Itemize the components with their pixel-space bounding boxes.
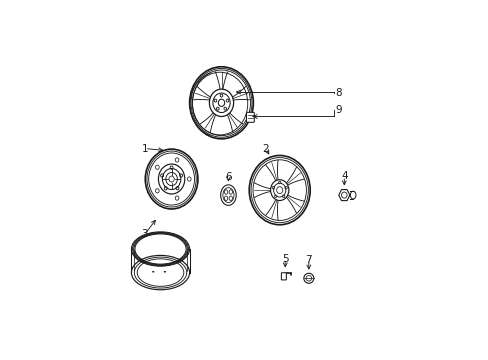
Text: 6: 6 <box>224 172 231 182</box>
FancyBboxPatch shape <box>281 273 286 280</box>
Text: 3: 3 <box>141 229 148 239</box>
Text: 8: 8 <box>335 88 342 98</box>
Text: 9: 9 <box>335 105 342 115</box>
Text: 1: 1 <box>141 144 148 153</box>
Text: 4: 4 <box>340 171 347 181</box>
Text: 7: 7 <box>305 255 311 265</box>
Text: 2: 2 <box>262 144 268 153</box>
FancyBboxPatch shape <box>246 112 254 122</box>
Text: 5: 5 <box>282 254 288 264</box>
